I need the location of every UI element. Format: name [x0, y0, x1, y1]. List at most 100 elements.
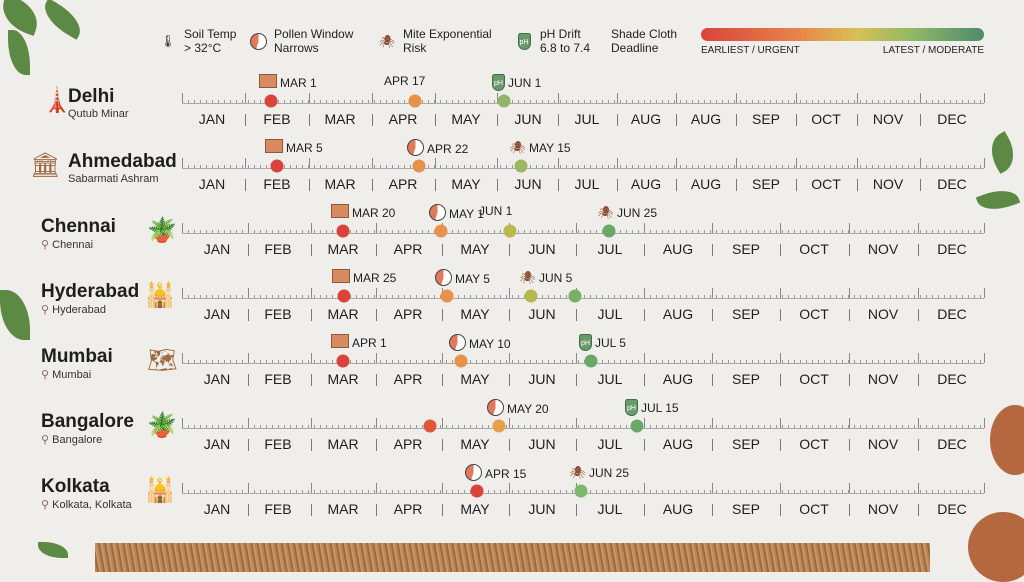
milestone-dot[interactable] [434, 224, 448, 238]
month-label: FEB [264, 306, 292, 322]
milestone-dot[interactable] [497, 94, 511, 108]
month-tick [848, 483, 850, 493]
shade-cloth-icon [265, 139, 283, 156]
milestone-date: JUL 5 [595, 335, 626, 350]
month-tick [616, 93, 618, 103]
month-label: OCT [811, 176, 841, 192]
month-tick [310, 483, 312, 493]
milestone-dot[interactable] [337, 289, 351, 303]
milestone-date: JUN 25 [617, 205, 658, 220]
milestone-dot[interactable] [584, 354, 598, 368]
milestone-date: JUL 15 [641, 400, 679, 415]
month-tick [434, 93, 436, 103]
milestone-dot[interactable] [270, 159, 284, 173]
clock-icon [465, 464, 482, 484]
month-tick [182, 158, 183, 168]
mite-icon: 🕷 [569, 465, 586, 480]
milestone-dot[interactable] [412, 159, 426, 173]
milestone-date: JUN 1 [508, 75, 542, 90]
month-tick [375, 418, 377, 428]
month-separator [310, 244, 312, 256]
legend-line1: Mite Exponential [403, 27, 492, 41]
milestone-dot[interactable] [336, 354, 350, 368]
month-tick [917, 288, 919, 298]
month-tick [644, 483, 645, 493]
legend-item: 🌡 Soil Temp > 32°C [157, 27, 236, 55]
month-label: APR [393, 371, 423, 387]
charminar-icon: 🕌 [145, 282, 175, 309]
month-tick [247, 223, 249, 233]
month-separator [644, 374, 645, 386]
month-separator [557, 179, 559, 191]
month-tick [497, 158, 498, 168]
legend-item: 🕷 Mite Exponential Risk [376, 27, 492, 55]
month-label: NOV [872, 176, 904, 192]
month-tick [780, 223, 781, 233]
month-label: JUN [528, 501, 556, 517]
month-label: AUG [662, 241, 694, 257]
month-tick [848, 288, 850, 298]
milestone-dot[interactable] [503, 224, 517, 238]
month-tick [917, 353, 919, 363]
month-label: FEB [263, 176, 291, 192]
milestone-dot[interactable] [568, 289, 582, 303]
month-label: NOV [867, 501, 899, 517]
milestone-dot[interactable] [470, 484, 484, 498]
milestone-dot[interactable] [264, 94, 278, 108]
month-tick [375, 288, 377, 298]
milestone-dot[interactable] [336, 224, 350, 238]
month-label: FEB [264, 436, 292, 452]
month-separator [247, 309, 249, 321]
month-separator [247, 504, 249, 516]
month-separator [796, 179, 797, 191]
month-separator [557, 114, 559, 126]
milestone-dot[interactable] [602, 224, 616, 238]
month-tick [644, 353, 645, 363]
month-tick [857, 93, 858, 103]
month-tick [984, 223, 985, 233]
legend-line2: Deadline [611, 41, 659, 55]
milestone-dot[interactable] [408, 94, 422, 108]
month-separator [780, 504, 781, 516]
month-separator [310, 504, 312, 516]
month-label: JUL [597, 371, 623, 387]
month-label: OCT [799, 241, 829, 257]
month-label: APR [393, 501, 423, 517]
month-tick [310, 353, 312, 363]
victoria-memorial-icon: 🕌 [145, 477, 175, 504]
month-tick [644, 288, 645, 298]
month-label: DEC [937, 501, 967, 517]
milestone-dot[interactable] [514, 159, 528, 173]
milestone-dot[interactable] [524, 289, 538, 303]
milestone-label: MAY 1 [429, 204, 484, 224]
milestone-dot[interactable] [630, 419, 644, 433]
month-separator [497, 114, 498, 126]
month-label: NOV [867, 436, 899, 452]
decor-leaf [0, 0, 44, 36]
decor-leaf [38, 542, 68, 558]
ph-meter-icon: pH [579, 334, 592, 351]
shade-cloth-icon [331, 334, 349, 351]
month-separator [796, 114, 797, 126]
month-label: SEP [751, 111, 781, 127]
month-label: DEC [937, 111, 967, 127]
milestone-dot[interactable] [454, 354, 468, 368]
location-pin-icon: ⚲ [41, 239, 53, 251]
decor-leaf [982, 131, 1023, 174]
month-label: OCT [799, 306, 829, 322]
month-tick [182, 353, 183, 363]
month-separator [375, 439, 377, 451]
month-label: AUG [630, 176, 662, 192]
month-label: JUL [597, 241, 623, 257]
clock-icon [487, 399, 504, 419]
milestone-dot[interactable] [574, 484, 588, 498]
month-label: APR [393, 241, 423, 257]
milestone-label: 🕷 MAY 15 [509, 139, 570, 156]
month-separator [616, 114, 618, 126]
potted-plant-icon: 🪴 [147, 412, 177, 439]
milestone-dot[interactable] [440, 289, 454, 303]
milestone-dot[interactable] [423, 419, 437, 433]
milestone-dot[interactable] [492, 419, 506, 433]
month-tick [712, 483, 713, 493]
month-separator [917, 374, 919, 386]
